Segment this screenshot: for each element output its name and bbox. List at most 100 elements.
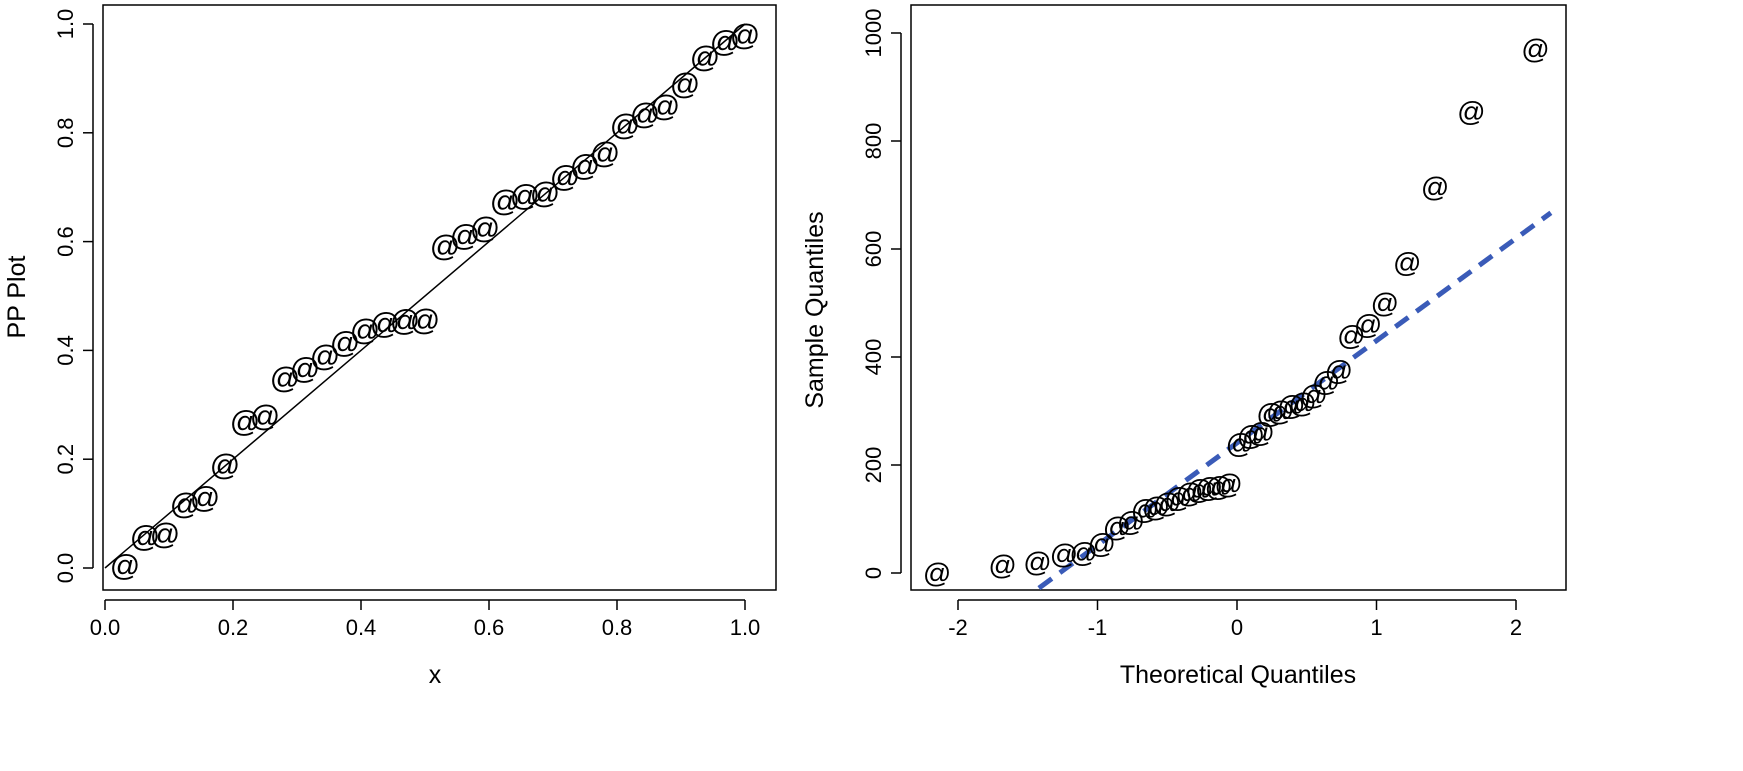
- data-point: @: [1312, 366, 1340, 397]
- data-point: @: [1337, 320, 1365, 351]
- x-tick-label: 0.8: [602, 615, 633, 640]
- y-axis-title: PP Plot: [3, 255, 31, 338]
- data-point: @: [923, 558, 951, 589]
- data-point: @: [530, 177, 560, 210]
- x-tick-label: 0.6: [474, 615, 505, 640]
- reference-line: [1037, 210, 1553, 590]
- data-point: @: [330, 326, 360, 359]
- data-point: @: [650, 90, 680, 123]
- data-point: @: [1226, 428, 1254, 459]
- x-tick-label: 1: [1370, 615, 1382, 640]
- data-point: @: [470, 212, 500, 245]
- reference-line: [104, 23, 746, 569]
- data-point: @: [370, 307, 400, 340]
- data-point: @: [190, 481, 220, 514]
- y-tick-label: 0.4: [53, 335, 78, 366]
- data-point: @: [1354, 309, 1382, 340]
- x-axis-title: Theoretical Quantiles: [1120, 661, 1356, 689]
- data-point: @: [1237, 420, 1265, 451]
- x-tick-label: 1.0: [730, 615, 761, 640]
- data-point: @: [270, 362, 300, 395]
- data-point: @: [710, 26, 740, 59]
- data-point: @: [1288, 387, 1316, 418]
- qq-plot-panel: -2 -1 0 1 2 0 200 400 600 800 1000 Theoretical Quan…: [801, 4, 1567, 689]
- data-point: @: [1023, 547, 1051, 578]
- data-point: @: [1069, 537, 1097, 568]
- x-tick-label: -2: [948, 615, 968, 640]
- data-point: @: [310, 340, 340, 373]
- data-point: @: [670, 68, 700, 101]
- y-tick-label: 1000: [861, 9, 886, 58]
- y-tick-label: 0.6: [53, 226, 78, 257]
- y-tick-label: 200: [861, 447, 886, 484]
- data-point: @: [130, 521, 160, 554]
- x-axis-title: x: [429, 661, 442, 689]
- data-point: @: [1521, 34, 1549, 65]
- data-point: @: [450, 219, 480, 252]
- y-tick-label: 0: [861, 567, 886, 579]
- data-point: @: [988, 549, 1016, 580]
- x-tick-label: 0: [1231, 615, 1243, 640]
- data-point: @: [1142, 492, 1170, 523]
- data-point: @: [150, 518, 180, 551]
- pp-plot-panel: 0.0 0.2 0.4 0.6 0.8 1.0 0.0 0.2 0.4 0.6 0.8 1.0 x PP …: [3, 4, 777, 689]
- y-axis-title: Sample Quantiles: [801, 211, 829, 408]
- y-tick-label: 0.8: [53, 118, 78, 149]
- x-tick-label: 2: [1510, 615, 1522, 640]
- y-tick-label: 1.0: [53, 9, 78, 40]
- data-point: @: [1325, 355, 1353, 386]
- data-point: @: [1175, 478, 1203, 509]
- data-point: @: [230, 405, 260, 438]
- data-point: @: [410, 304, 440, 337]
- data-point: @: [610, 109, 640, 142]
- plot-frame: [102, 4, 777, 591]
- data-point: @: [1277, 390, 1305, 421]
- data-point: @: [1153, 487, 1181, 518]
- data-point: @: [170, 488, 200, 521]
- data-point: @: [630, 98, 660, 131]
- y-tick-label: 400: [861, 339, 886, 376]
- data-point: @: [390, 305, 420, 338]
- data-point: @: [590, 137, 620, 170]
- data-point: @: [1457, 96, 1485, 127]
- x-tick-label: 0.0: [90, 615, 121, 640]
- y-tick-label: 600: [861, 231, 886, 268]
- y-tick-label: 0.2: [53, 444, 78, 475]
- data-point: @: [1266, 396, 1294, 427]
- data-point: @: [1214, 468, 1242, 499]
- data-point: @: [290, 353, 320, 386]
- data-point: @: [570, 150, 600, 183]
- x-tick-label: 0.4: [346, 615, 377, 640]
- data-point: @: [510, 180, 540, 213]
- data-point: @: [690, 41, 720, 74]
- data-point: @: [430, 230, 460, 263]
- data-point: @: [1393, 247, 1421, 278]
- data-point: @: [1246, 417, 1274, 448]
- data-point: @: [550, 161, 580, 194]
- data-point: @: [1164, 482, 1192, 513]
- data-point: @: [490, 185, 520, 218]
- data-point: @: [110, 549, 140, 582]
- y-tick-label: 0.0: [53, 553, 78, 584]
- x-tick-label: 0.2: [218, 615, 249, 640]
- data-point: @: [1195, 472, 1223, 503]
- data-point: @: [1300, 379, 1328, 410]
- data-point: @: [1185, 474, 1213, 505]
- data-point: @: [1117, 506, 1145, 537]
- data-point: @: [730, 19, 760, 52]
- plot-frame: [910, 4, 1567, 591]
- data-point: @: [1421, 171, 1449, 202]
- data-point: @: [1103, 512, 1131, 543]
- data-point: @: [210, 449, 240, 482]
- data-point: @: [1050, 539, 1078, 570]
- data-point: @: [1205, 471, 1233, 502]
- data-point: @: [1371, 288, 1399, 319]
- data-point: @: [1256, 398, 1284, 429]
- data-point: @: [1087, 528, 1115, 559]
- x-tick-label: -1: [1088, 615, 1108, 640]
- data-point: @: [1131, 494, 1159, 525]
- data-point: @: [250, 400, 280, 433]
- data-point: @: [350, 314, 380, 347]
- y-tick-label: 800: [861, 123, 886, 160]
